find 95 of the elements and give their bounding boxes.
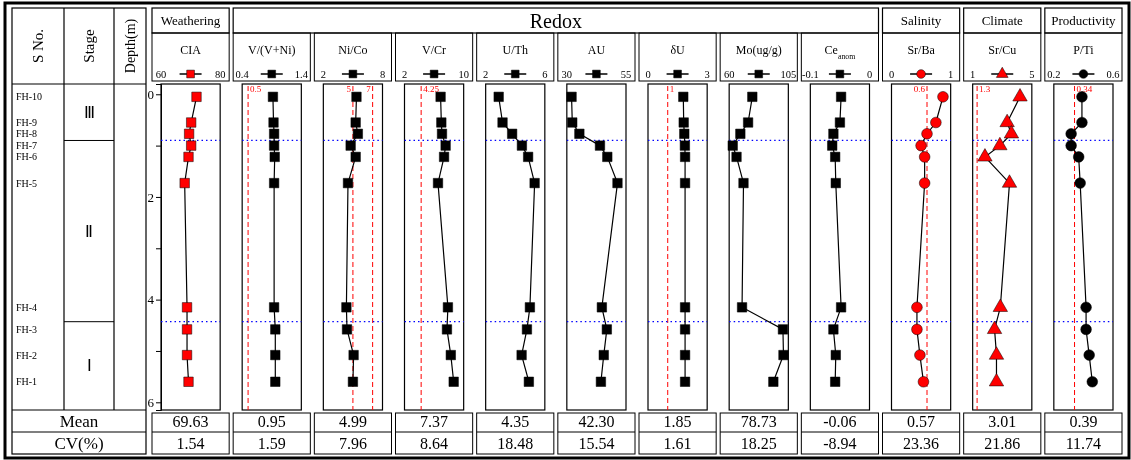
ref-line-label: 4.25 bbox=[423, 84, 440, 94]
text: 0.39 bbox=[1069, 412, 1098, 430]
chart-title: δU bbox=[670, 43, 686, 57]
text: 7.96 bbox=[338, 434, 367, 452]
ref-line-label: 7 bbox=[366, 84, 372, 94]
text: Stage bbox=[81, 29, 97, 63]
chart-title: Ce$_{anom}$ bbox=[824, 43, 856, 61]
chart-title: Sr/Cu bbox=[988, 43, 1017, 57]
text: FH-3 bbox=[16, 323, 38, 335]
x-tick-label: 1.4 bbox=[294, 69, 309, 80]
text: 3.01 bbox=[988, 412, 1017, 430]
text: 1.54 bbox=[176, 434, 205, 452]
text: Productivity bbox=[1051, 13, 1117, 29]
x-tick-label: 0 bbox=[866, 69, 873, 80]
ref-line-label: 1 bbox=[669, 84, 675, 94]
text: Mean bbox=[59, 411, 99, 431]
text: 0.57 bbox=[907, 412, 936, 430]
y-axis-title: Depth(m) bbox=[123, 18, 139, 74]
chart-title: P/Ti bbox=[1073, 43, 1095, 57]
x-tick-label: 6 bbox=[542, 69, 548, 80]
x-tick-label: 30 bbox=[561, 69, 573, 80]
x-tick-label: 0.6 bbox=[1106, 69, 1120, 80]
chart-title: Ni/Co bbox=[338, 43, 368, 57]
text: 1.61 bbox=[663, 434, 692, 452]
x-tick-label: 2 bbox=[401, 69, 408, 80]
text: FH-8 bbox=[16, 128, 38, 140]
text: 0.95 bbox=[257, 412, 286, 430]
ref-line-label: 0.5 bbox=[250, 84, 262, 94]
text: 11.74 bbox=[1065, 434, 1102, 452]
text: 7.37 bbox=[420, 412, 449, 430]
text: FH-10 bbox=[16, 91, 43, 103]
text: 4.35 bbox=[501, 412, 530, 430]
x-tick-label: 60 bbox=[723, 69, 735, 80]
text: 42.30 bbox=[578, 412, 615, 430]
x-tick-label: 10 bbox=[458, 69, 469, 80]
x-tick-label: 0.2 bbox=[1047, 69, 1061, 80]
y-tick-label: 0 bbox=[147, 86, 154, 102]
text: FH-7 bbox=[16, 140, 38, 152]
text: 1.59 bbox=[257, 434, 286, 452]
x-tick-label: 3 bbox=[704, 69, 710, 80]
y-tick-label: 6 bbox=[147, 394, 155, 410]
x-tick-label: -0.1 bbox=[802, 69, 819, 80]
text: 4.99 bbox=[338, 412, 367, 430]
chart-title: U/Th bbox=[502, 43, 528, 57]
ref-line-label: 0.6 bbox=[913, 84, 926, 94]
text: S No. bbox=[30, 28, 46, 64]
text: 1.85 bbox=[663, 412, 692, 430]
x-tick-label: 60 bbox=[155, 69, 167, 80]
text: 18.48 bbox=[497, 434, 534, 452]
text: 18.25 bbox=[740, 434, 777, 452]
ref-line-label: 0.34 bbox=[1076, 84, 1093, 94]
text: FH-4 bbox=[16, 301, 38, 313]
text: 15.54 bbox=[578, 434, 615, 452]
x-tick-label: 5 bbox=[1029, 69, 1035, 80]
x-tick-label: 80 bbox=[214, 69, 226, 80]
y-tick-label: 4 bbox=[147, 292, 155, 308]
text: Ⅰ bbox=[86, 357, 92, 375]
text: FH-9 bbox=[16, 117, 38, 128]
text: FH-5 bbox=[16, 177, 38, 189]
text: 78.73 bbox=[740, 412, 777, 430]
text: Climate bbox=[981, 13, 1024, 29]
chart-title: Sr/Ba bbox=[907, 43, 936, 57]
ref-line-label: 5 bbox=[346, 84, 352, 94]
text: Redox bbox=[529, 9, 582, 32]
text: 23.36 bbox=[903, 434, 940, 452]
text: Ⅲ bbox=[83, 103, 95, 121]
text: 69.63 bbox=[172, 412, 209, 430]
text: -8.94 bbox=[823, 434, 857, 452]
chart-title: Mo(ug/g) bbox=[735, 43, 782, 57]
ref-line-label: 1.3 bbox=[979, 84, 991, 94]
x-tick-label: 0 bbox=[645, 69, 651, 80]
text: FH-2 bbox=[16, 349, 38, 361]
text: Ⅱ bbox=[85, 222, 93, 240]
chart-title: V/(V+Ni) bbox=[248, 43, 296, 57]
x-tick-label: 2 bbox=[483, 69, 489, 80]
x-tick-label: 8 bbox=[379, 69, 386, 80]
text: CV(%) bbox=[54, 433, 104, 453]
x-tick-label: 2 bbox=[320, 69, 326, 80]
x-tick-label: 1 bbox=[970, 69, 976, 80]
text: FH-6 bbox=[16, 151, 38, 163]
x-tick-label: 55 bbox=[620, 69, 632, 80]
text: Salinity bbox=[900, 13, 942, 29]
text: FH-1 bbox=[16, 376, 38, 388]
chart-title: AU bbox=[587, 43, 606, 57]
text: -0.06 bbox=[823, 412, 857, 430]
chart-title: V/Cr bbox=[422, 43, 447, 57]
text: 8.64 bbox=[420, 434, 449, 452]
y-tick-label: 2 bbox=[147, 189, 154, 205]
text: Weathering bbox=[160, 13, 221, 29]
x-tick-label: 0.4 bbox=[235, 69, 250, 80]
chart-title: CIA bbox=[180, 43, 202, 57]
x-tick-label: 1 bbox=[948, 69, 954, 80]
text: 21.86 bbox=[984, 434, 1021, 452]
x-tick-label: 0 bbox=[888, 69, 895, 80]
x-tick-label: 105 bbox=[780, 69, 797, 80]
